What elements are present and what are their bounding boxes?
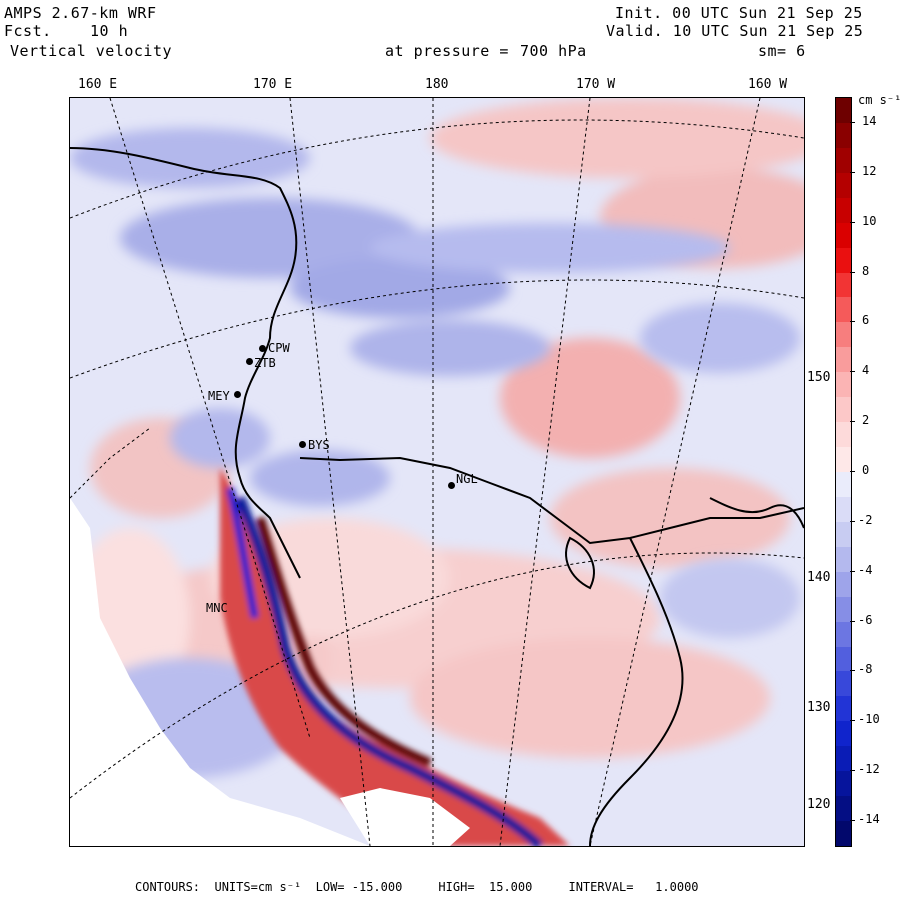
lon-label-160w: 160 W xyxy=(748,77,788,92)
graticule xyxy=(70,98,804,846)
station-ztb-marker xyxy=(246,358,253,365)
colorbar-cell xyxy=(836,646,851,672)
vertical-velocity-field xyxy=(70,98,804,846)
station-cpw-label: CPW xyxy=(268,341,290,355)
station-mey-marker xyxy=(234,391,241,398)
colorbar-cell xyxy=(836,546,851,573)
lon-label-170e: 170 E xyxy=(253,77,293,92)
colorbar-cell xyxy=(836,621,851,648)
colorbar-cell xyxy=(836,721,851,747)
colorbar-units: cm s⁻¹ xyxy=(858,93,900,107)
colorbar-cell xyxy=(836,172,851,199)
colorbar-tick-label: -6 xyxy=(858,612,873,627)
colorbar-cell xyxy=(836,372,851,398)
colorbar-cell xyxy=(836,297,851,323)
colorbar-cell xyxy=(836,472,851,498)
model-title: AMPS 2.67-km WRF xyxy=(4,4,157,22)
colorbar-cell xyxy=(836,796,851,822)
station-cpw-marker xyxy=(259,345,266,352)
colorbar-cell xyxy=(836,197,851,224)
colorbar-tick-mark xyxy=(850,171,855,173)
lon-label-170w: 170 W xyxy=(576,77,616,92)
colorbar-cell xyxy=(836,422,851,448)
colorbar-tick-label: 0 xyxy=(862,463,870,477)
colorbar-tick-mark xyxy=(850,471,855,472)
station-mey-label: MEY xyxy=(208,389,230,403)
station-ngl-label: NGL xyxy=(456,472,478,486)
colorbar-tick-label: 4 xyxy=(862,363,870,378)
colorbar-cell xyxy=(836,671,851,697)
map-panel: CPW ZTB MEY BYS NGL MNC xyxy=(69,97,805,847)
colorbar-tick-mark xyxy=(850,221,855,223)
colorbar-tick-mark xyxy=(850,670,855,672)
colorbar-cell xyxy=(836,596,851,623)
colorbar-tick-label: -2 xyxy=(858,512,873,527)
forecast-hour: 10 h xyxy=(90,22,129,40)
colorbar-tick-label: 14 xyxy=(862,113,877,128)
colorbar-cell xyxy=(836,147,851,174)
colorbar xyxy=(835,97,852,847)
colorbar-tick-mark xyxy=(850,271,855,273)
colorbar-cell xyxy=(836,98,851,124)
colorbar-cell xyxy=(836,821,851,847)
colorbar-cell xyxy=(836,247,851,274)
colorbar-tick-label: -12 xyxy=(858,762,880,777)
colorbar-tick-mark xyxy=(850,720,855,722)
init-time: Init. 00 UTC Sun 21 Sep 25 xyxy=(615,4,863,22)
colorbar-cell xyxy=(836,322,851,348)
station-bys-label: BYS xyxy=(308,438,330,452)
pressure-label: at pressure = xyxy=(385,42,509,60)
field-name: Vertical velocity xyxy=(10,42,173,60)
colorbar-tick-mark xyxy=(850,520,855,522)
station-mnc-label: MNC xyxy=(206,601,228,615)
colorbar-tick-label: -10 xyxy=(858,712,880,727)
colorbar-tick-mark xyxy=(850,570,855,572)
station-bys-marker xyxy=(299,441,306,448)
colorbar-cell xyxy=(836,746,851,772)
colorbar-tick-mark xyxy=(850,820,855,822)
station-ztb-label: ZTB xyxy=(254,356,276,370)
contour-info: CONTOURS: UNITS=cm s⁻¹ LOW= -15.000 HIGH… xyxy=(135,880,699,894)
colorbar-tick-label: -14 xyxy=(858,812,880,827)
colorbar-tick-label: -4 xyxy=(858,562,873,577)
colorbar-tick-mark xyxy=(850,770,855,772)
forecast-label: Fcst. xyxy=(4,22,52,40)
colorbar-cell xyxy=(836,122,851,149)
colorbar-cell xyxy=(836,347,851,373)
colorbar-cell xyxy=(836,222,851,249)
valid-time: Valid. 10 UTC Sun 21 Sep 25 xyxy=(606,22,864,40)
colorbar-cell xyxy=(836,771,851,797)
pressure-value: 700 hPa xyxy=(520,42,587,60)
colorbar-cell xyxy=(836,447,851,473)
coastline xyxy=(70,147,804,846)
colorbar-cell xyxy=(836,496,851,523)
colorbar-tick-mark xyxy=(850,421,855,423)
colorbar-cell xyxy=(836,696,851,722)
colorbar-tick-mark xyxy=(850,371,855,373)
smoothing-value: sm= 6 xyxy=(758,42,806,60)
colorbar-tick-label: 8 xyxy=(862,263,870,278)
no-data-area xyxy=(70,498,370,846)
colorbar-tick-label: 10 xyxy=(862,213,877,228)
station-ngl-marker xyxy=(448,482,455,489)
colorbar-tick-mark xyxy=(850,620,855,622)
no-data-patch xyxy=(340,788,470,846)
colorbar-cell xyxy=(836,397,851,423)
colorbar-tick-label: 12 xyxy=(862,163,877,178)
mountain-wave-band xyxy=(220,468,570,846)
lon-label-160e: 160 E xyxy=(78,77,118,92)
colorbar-tick-mark xyxy=(850,121,855,123)
colorbar-tick-label: -8 xyxy=(858,662,873,677)
colorbar-tick-mark xyxy=(850,321,855,323)
colorbar-cell xyxy=(836,272,851,298)
lon-label-180: 180 xyxy=(425,77,449,92)
colorbar-cell xyxy=(836,571,851,598)
colorbar-cell xyxy=(836,521,851,548)
colorbar-tick-label: 2 xyxy=(862,413,870,428)
colorbar-tick-label: 6 xyxy=(862,313,870,328)
